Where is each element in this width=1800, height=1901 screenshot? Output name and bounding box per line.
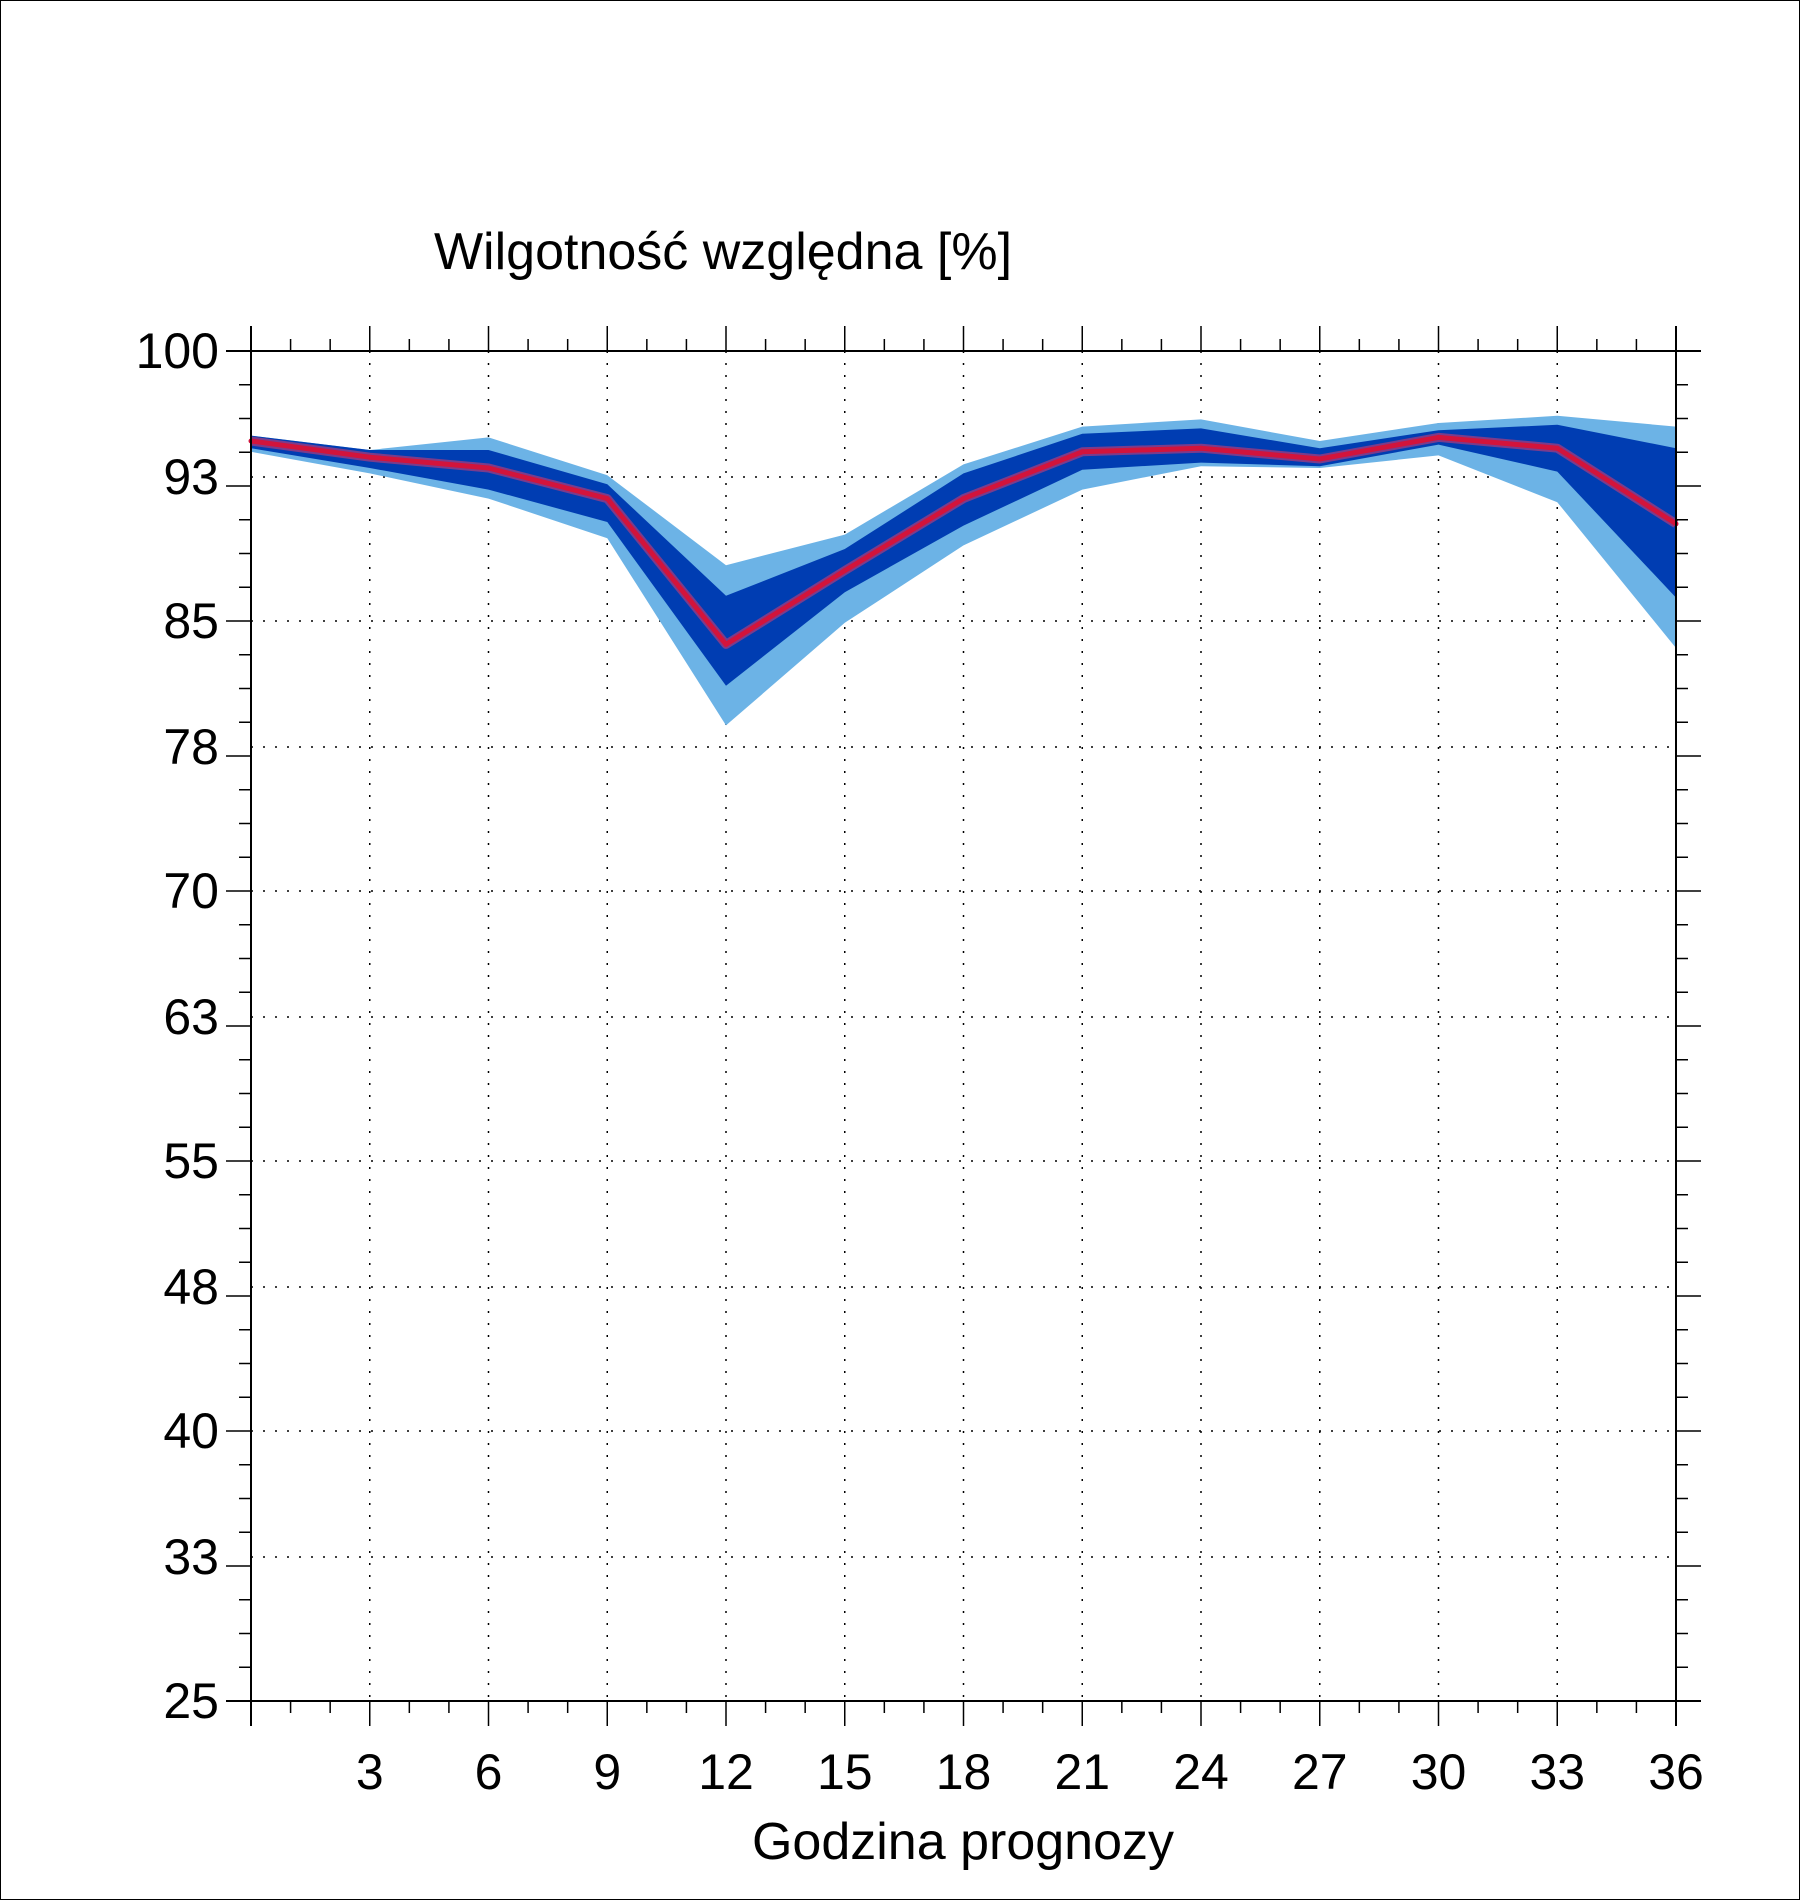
y-tick-label: 78 xyxy=(163,719,219,775)
x-tick-label: 18 xyxy=(936,1744,992,1800)
x-tick-label: 21 xyxy=(1054,1744,1110,1800)
x-tick-labels: 3 6 9 12 15 18 21 24 27 30 33 36 xyxy=(356,1744,1704,1800)
median-point xyxy=(604,496,610,502)
x-tick-label: 30 xyxy=(1411,1744,1467,1800)
median-point xyxy=(1436,434,1441,440)
median-point xyxy=(842,568,848,574)
y-tick-label: 48 xyxy=(163,1259,219,1315)
x-tick-label: 33 xyxy=(1529,1744,1585,1800)
y-tick-label: 40 xyxy=(163,1403,219,1459)
x-tick-label: 36 xyxy=(1648,1744,1704,1800)
x-tick-label: 3 xyxy=(356,1744,384,1800)
x-tick-label: 12 xyxy=(698,1744,754,1800)
y-tick-label: 25 xyxy=(163,1673,219,1729)
x-tick-label: 27 xyxy=(1292,1744,1348,1800)
y-tick-label: 55 xyxy=(163,1133,219,1189)
y-tick-label: 85 xyxy=(163,593,219,649)
median-point xyxy=(1317,456,1323,462)
y-tick-label: 100 xyxy=(136,323,219,379)
y-tick-label: 33 xyxy=(163,1529,219,1585)
median-point xyxy=(961,496,966,502)
chart-title: Wilgotność względna [%] xyxy=(434,223,1012,281)
median-point xyxy=(1198,445,1204,451)
x-tick-label: 9 xyxy=(593,1744,621,1800)
inner-uncertainty-band xyxy=(251,424,1676,686)
median-point xyxy=(367,454,373,460)
median-point xyxy=(1079,449,1085,455)
y-tick-labels: 100 93 85 78 70 63 55 48 40 33 25 xyxy=(136,323,219,1729)
median-point xyxy=(1554,445,1560,451)
x-axis-title: Godzina prognozy xyxy=(752,1813,1174,1871)
y-tick-label: 70 xyxy=(163,863,219,919)
median-point xyxy=(723,641,729,647)
axes xyxy=(226,326,1701,1726)
median-point xyxy=(486,465,491,471)
y-tick-label: 93 xyxy=(163,449,219,505)
data-bands xyxy=(251,415,1676,726)
x-tick-label: 6 xyxy=(475,1744,503,1800)
y-tick-label: 63 xyxy=(163,989,219,1045)
grid-lines xyxy=(251,351,1676,1701)
x-tick-label: 15 xyxy=(817,1744,873,1800)
x-tick-label: 24 xyxy=(1173,1744,1229,1800)
